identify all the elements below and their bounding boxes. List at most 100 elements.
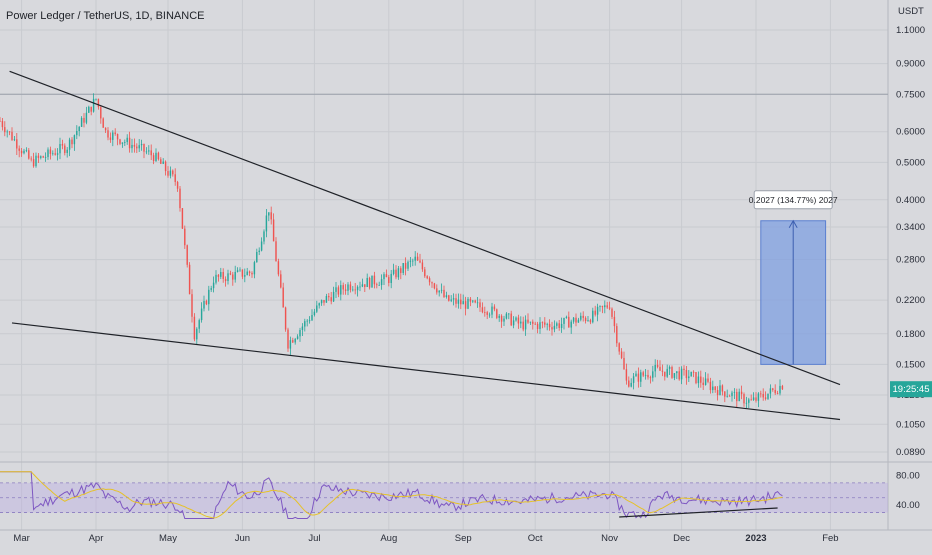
candle-body [6, 131, 8, 133]
trendline[interactable] [11, 322, 841, 421]
candle-body [109, 137, 112, 140]
candle-body [443, 289, 445, 297]
x-tick-label: Sep [455, 533, 472, 544]
candle-body [277, 261, 280, 275]
candle-body [136, 146, 138, 149]
candle-body [577, 319, 580, 323]
candle-body [28, 150, 30, 159]
candle-body [774, 389, 776, 394]
candle-body [587, 320, 589, 321]
candle-body [748, 399, 750, 403]
candle-body [318, 303, 320, 306]
currency-label: USDT [898, 6, 924, 17]
candle-body [690, 371, 692, 377]
candle-body [272, 219, 275, 242]
candle-body [260, 241, 263, 251]
candle-body [426, 276, 428, 279]
candle-body [76, 131, 78, 136]
candle-body [23, 150, 25, 154]
rsi-line [0, 471, 783, 519]
candle-body [488, 314, 491, 316]
candle-body [54, 153, 56, 155]
candle-body [565, 316, 568, 318]
candle-body [239, 269, 241, 271]
candle-body [779, 385, 781, 394]
candle-body [628, 380, 630, 387]
candle-body [407, 261, 409, 269]
candle-body [354, 289, 356, 291]
candle-body [1, 121, 4, 128]
candle-body [424, 269, 426, 277]
candle-body [167, 171, 169, 176]
candle-body [572, 317, 575, 322]
candle-body [529, 321, 532, 323]
candle-body [719, 385, 721, 396]
candle-body [652, 371, 654, 378]
candle-body [448, 295, 450, 301]
candle-body [8, 131, 11, 133]
candle-body [280, 274, 282, 288]
candle-body [301, 326, 304, 330]
candle-body [265, 215, 268, 232]
candle-body [179, 188, 181, 209]
candle-body [392, 269, 395, 274]
candle-body [688, 376, 690, 379]
candle-body [575, 317, 577, 323]
candle-body [32, 159, 35, 167]
candle-body [767, 393, 769, 399]
candle-body [376, 284, 378, 286]
price-badge [890, 381, 932, 398]
candle-body [330, 297, 332, 302]
candle-body [541, 322, 544, 324]
candle-body [92, 98, 95, 112]
y-tick-label: 0.2800 [896, 255, 925, 266]
candle-body [640, 372, 642, 382]
candle-body [85, 112, 88, 123]
candle-body [733, 391, 736, 393]
candle-body [289, 340, 292, 349]
candle-body [680, 368, 683, 380]
candle-body [205, 300, 208, 305]
candle-body [308, 320, 311, 322]
candle-body [184, 228, 186, 246]
candle-body [772, 388, 774, 390]
candle-body [647, 374, 649, 378]
candle-body [200, 308, 203, 321]
candle-body [769, 388, 772, 394]
y-tick-label: 0.1050 [896, 419, 925, 430]
candle-body [306, 320, 308, 322]
candle-body [668, 366, 671, 369]
candle-body [246, 271, 248, 276]
candle-body [44, 156, 47, 158]
axes: 1.1000 0.9000 0.7500 0.6000 0.5000 0.4000 0.34… [13, 25, 932, 544]
candle-body [644, 374, 647, 376]
candle-body [452, 298, 455, 300]
candle-body [100, 107, 102, 119]
candle-body [455, 298, 457, 304]
candle-body [18, 148, 20, 151]
candle-body [472, 300, 474, 302]
candle-body [364, 284, 366, 287]
candle-body [404, 262, 407, 269]
candle-body [599, 306, 601, 307]
candle-body [181, 208, 184, 229]
candle-body [361, 284, 364, 287]
y-tick-label: 0.4000 [896, 195, 925, 206]
candle-body [215, 274, 217, 283]
candle-body [512, 320, 515, 326]
candle-body [0, 120, 1, 122]
candle-body [728, 395, 731, 397]
candle-body [366, 277, 368, 287]
candle-body [174, 174, 176, 182]
y-tick-label: 0.0890 [896, 447, 925, 458]
candle-body [275, 241, 277, 262]
candle-body [527, 319, 529, 323]
candle-body [248, 271, 251, 273]
candle-body [220, 272, 222, 277]
candle-body [692, 371, 695, 373]
candle-body [438, 290, 440, 293]
candle-body [222, 272, 224, 279]
rsi-trendline[interactable] [619, 507, 778, 518]
trendline[interactable] [9, 70, 841, 386]
candle-body [611, 308, 613, 317]
